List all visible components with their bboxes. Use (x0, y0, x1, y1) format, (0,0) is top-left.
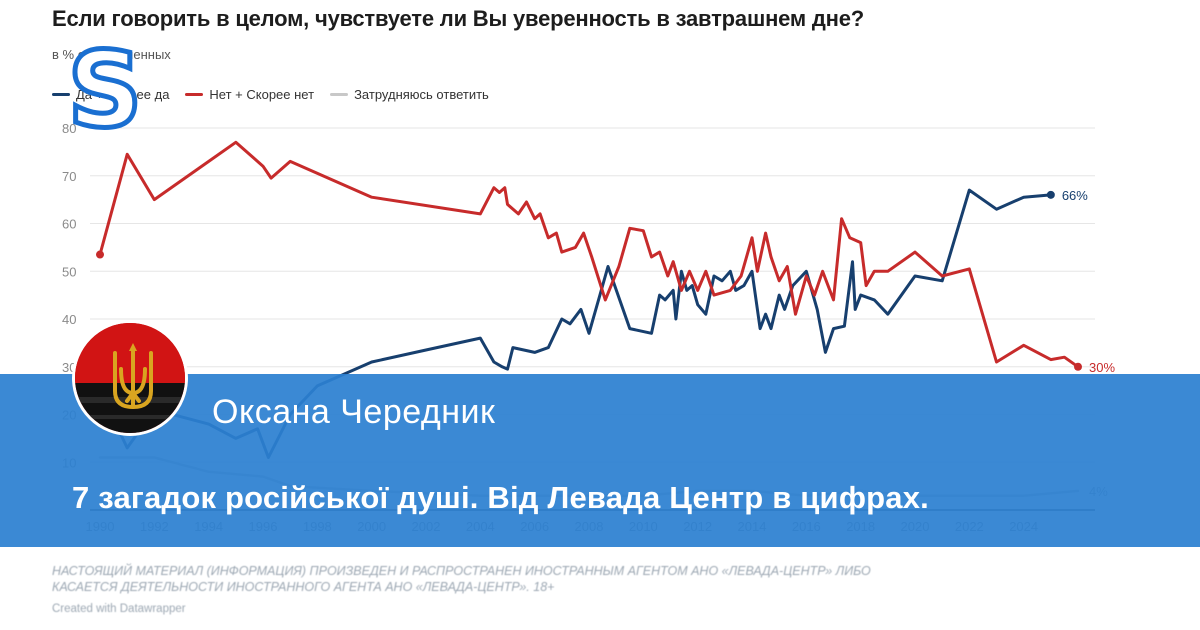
legend-item-undecided: Затрудняюсь ответить (330, 87, 489, 102)
article-banner[interactable] (0, 374, 1200, 547)
series-end-point-1 (1046, 190, 1055, 199)
series-line-2 (98, 140, 1080, 369)
chart-footnote: НАСТОЯЩИЙ МАТЕРИАЛ (ИНФОРМАЦИЯ) ПРОИЗВЕД… (52, 563, 1102, 595)
y-tick-label: 60 (62, 217, 76, 232)
footnote-line-2: КАСАЕТСЯ ДЕЯТЕЛЬНОСТИ ИНОСТРАННОГО АГЕНТ… (52, 580, 555, 594)
legend-swatch-undecided (330, 92, 349, 96)
article-title[interactable]: 7 загадок російської душі. Від Левада Це… (72, 480, 929, 515)
author-avatar[interactable] (72, 320, 188, 436)
y-tick-label: 70 (62, 169, 76, 184)
series-start-point-2 (96, 250, 104, 259)
legend-swatch-no (185, 92, 204, 96)
chart-subtitle: в % от опрошенных (52, 47, 171, 62)
author-name[interactable]: Оксана Чередник (212, 393, 496, 431)
footnote-line-1: НАСТОЯЩИЙ МАТЕРИАЛ (ИНФОРМАЦИЯ) ПРОИЗВЕД… (52, 564, 871, 578)
series-line-1 (98, 188, 1053, 459)
series-end-point-2 (1074, 362, 1082, 371)
y-tick-label: 50 (62, 264, 76, 279)
legend-label-no: Нет + Скорее нет (209, 86, 315, 102)
series-end-label-2: 30% (1089, 360, 1115, 375)
legend-swatch-yes (52, 92, 70, 96)
y-tick-label: 80 (62, 121, 76, 136)
y-tick-label: 40 (62, 312, 76, 327)
series-end-label-1: 66% (1062, 188, 1088, 203)
chart-legend: Да + Скорее да Нет + Скорее нет Затрудня… (52, 86, 489, 102)
chart-title: Если говорить в целом, чувствуете ли Вы … (52, 6, 865, 31)
legend-label-yes: Да + Скорее да (76, 86, 170, 102)
chart-credit: Created with Datawrapper (52, 603, 186, 615)
legend-label-undecided: Затрудняюсь ответить (354, 86, 489, 102)
legend-item-yes: Да + Скорее да (52, 87, 169, 102)
site-logo[interactable]: S (65, 29, 145, 151)
legend-item-no: Нет + Скорее нет (185, 87, 314, 102)
